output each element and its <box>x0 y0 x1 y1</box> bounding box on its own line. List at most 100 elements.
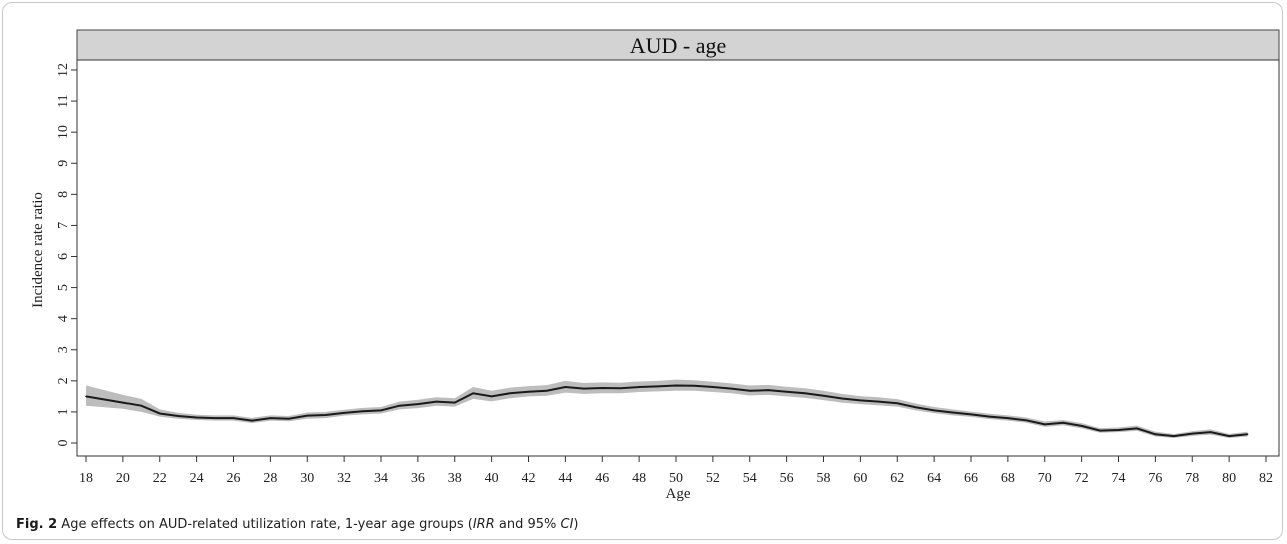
data-point <box>1025 419 1028 422</box>
data-point <box>269 417 272 419</box>
data-point <box>343 412 345 414</box>
data-point <box>453 401 456 404</box>
data-point <box>1191 432 1194 435</box>
data-point <box>583 387 585 390</box>
data-point <box>1136 427 1138 430</box>
caption-irr: IRR <box>472 517 495 532</box>
data-point <box>435 400 438 403</box>
x-tick-label: 28 <box>263 471 277 486</box>
data-point <box>656 385 659 388</box>
data-point <box>564 386 567 388</box>
y-tick-label: 7 <box>56 222 71 229</box>
data-point <box>878 400 880 403</box>
data-point <box>804 392 806 395</box>
series-line <box>85 384 1248 438</box>
x-tick-label: 64 <box>927 471 941 486</box>
data-point <box>693 385 696 387</box>
data-point <box>251 419 253 422</box>
data-point <box>1228 435 1230 437</box>
data-point <box>896 402 899 405</box>
data-point <box>859 399 862 402</box>
caption-text-before: Age effects on AUD-related utilization r… <box>61 517 473 532</box>
data-point <box>619 387 622 390</box>
x-tick-label: 34 <box>374 471 388 486</box>
data-point <box>1099 429 1101 432</box>
data-point <box>490 395 493 398</box>
plot-area <box>76 59 1280 457</box>
x-tick-label: 48 <box>632 471 646 486</box>
data-point <box>214 417 216 419</box>
data-point <box>417 403 419 405</box>
data-point <box>767 389 769 391</box>
x-tick-label: 66 <box>964 471 978 486</box>
data-point <box>1007 417 1009 419</box>
y-tick-label: 6 <box>56 253 71 260</box>
x-tick-label: 70 <box>1038 471 1052 486</box>
data-point <box>841 397 843 400</box>
data-point <box>730 387 733 390</box>
x-axis-label: Age <box>666 486 691 502</box>
y-tick-label: 12 <box>56 63 71 77</box>
data-point <box>988 415 991 418</box>
data-point <box>1043 423 1046 426</box>
data-point <box>527 390 530 393</box>
x-tick-label: 30 <box>300 471 314 486</box>
y-tick-label: 9 <box>56 160 71 167</box>
y-tick-label: 10 <box>56 125 71 139</box>
data-point <box>1062 421 1064 424</box>
x-tick-label: 74 <box>1112 471 1126 486</box>
data-point <box>306 414 309 417</box>
data-point <box>822 394 825 397</box>
y-axis-label: Incidence rate ratio <box>30 192 46 308</box>
data-point <box>122 401 124 404</box>
x-tick-label: 76 <box>1148 471 1162 486</box>
data-point <box>1246 433 1249 436</box>
y-tick-label: 11 <box>56 94 71 107</box>
x-tick-label: 58 <box>817 471 831 486</box>
figure-caption: Fig. 2 Age effects on AUD-related utiliz… <box>16 517 579 532</box>
x-tick-label: 56 <box>780 471 794 486</box>
caption-text-after: ) <box>573 517 579 532</box>
data-point <box>601 387 604 389</box>
data-point <box>195 416 198 419</box>
y-tick-label: 1 <box>56 408 71 415</box>
data-point <box>509 392 511 395</box>
y-tick-label: 0 <box>56 440 71 447</box>
data-point <box>675 384 677 387</box>
data-point <box>103 398 106 401</box>
data-point <box>140 404 143 407</box>
x-tick-label: 68 <box>1001 471 1015 486</box>
x-tick-label: 36 <box>411 471 425 486</box>
x-tick-label: 54 <box>743 471 757 486</box>
panel-title: AUD - age <box>630 33 727 58</box>
data-point <box>158 412 161 415</box>
x-tick-label: 72 <box>1075 471 1089 486</box>
data-point <box>638 386 640 388</box>
x-tick-label: 52 <box>706 471 720 486</box>
caption-text-mid: and 95% <box>494 517 561 532</box>
x-tick-label: 18 <box>79 471 93 486</box>
data-point <box>951 411 954 414</box>
data-point <box>398 404 401 407</box>
data-point <box>712 386 714 388</box>
data-point <box>785 390 788 393</box>
x-tick-label: 40 <box>485 471 499 486</box>
y-tick-label: 3 <box>56 346 71 353</box>
data-point <box>1154 433 1157 436</box>
series-group <box>85 379 1249 439</box>
data-point <box>1209 431 1212 433</box>
data-point <box>1117 429 1120 431</box>
y-tick-label: 5 <box>56 284 71 291</box>
x-tick-label: 60 <box>853 471 867 486</box>
panel-header <box>76 29 1280 61</box>
x-tick-label: 32 <box>337 471 351 486</box>
data-point <box>1173 435 1175 437</box>
x-tick-label: 22 <box>153 471 167 486</box>
x-tick-label: 80 <box>1222 471 1236 486</box>
data-point <box>1080 425 1083 427</box>
x-tick-label: 26 <box>227 471 241 486</box>
data-point <box>546 389 548 392</box>
x-tick-label: 62 <box>890 471 904 486</box>
data-point <box>288 417 290 420</box>
